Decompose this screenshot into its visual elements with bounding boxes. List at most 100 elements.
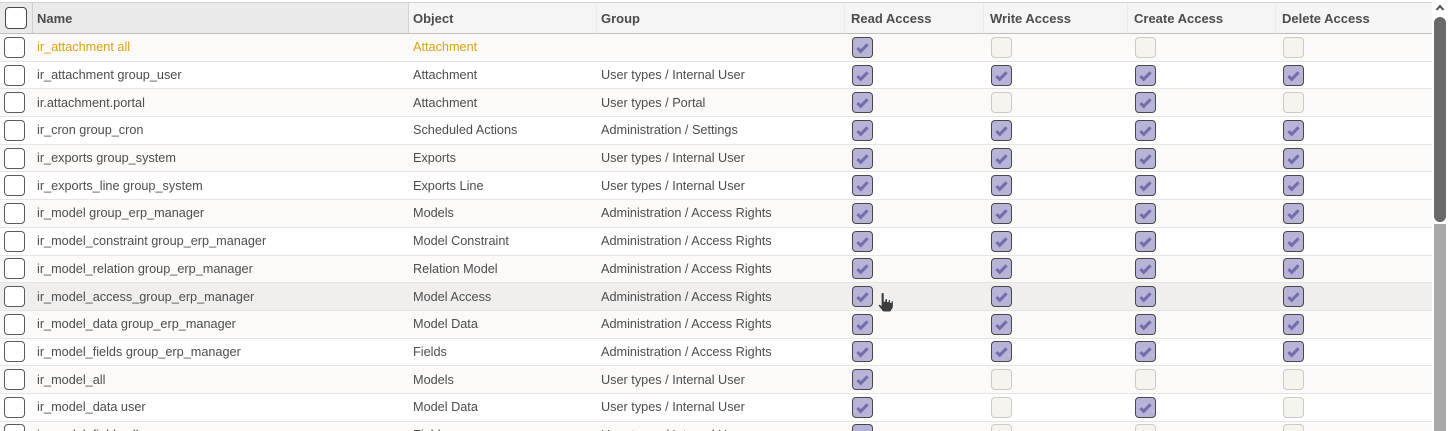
create-access-checkbox[interactable] <box>1135 175 1156 197</box>
delete-access-checkbox[interactable] <box>1283 424 1304 431</box>
read-access-checkbox[interactable] <box>852 369 873 391</box>
create-access-checkbox[interactable] <box>1135 258 1156 280</box>
read-access-checkbox[interactable] <box>852 92 873 114</box>
scroll-up-icon[interactable] <box>1434 2 1446 14</box>
scrollbar-thumb[interactable] <box>1434 17 1446 222</box>
cell-object[interactable]: Attachment <box>413 68 478 83</box>
table-row[interactable]: ir_model_fields group_erp_manager Fields… <box>0 338 1432 367</box>
table-row[interactable]: ir_exports group_system Exports User typ… <box>0 144 1432 173</box>
cell-group[interactable]: User types / Internal User <box>601 372 745 387</box>
read-access-checkbox[interactable] <box>852 313 873 335</box>
table-row[interactable]: ir_exports_line group_system Exports Lin… <box>0 172 1432 201</box>
write-access-checkbox[interactable] <box>991 175 1012 197</box>
write-access-checkbox[interactable] <box>991 258 1012 280</box>
cell-name[interactable]: ir_model_relation group_erp_manager <box>37 261 253 276</box>
cell-object[interactable]: Model Constraint <box>413 234 509 249</box>
cell-name[interactable]: ir_model_constraint group_erp_manager <box>37 234 267 249</box>
cell-name[interactable]: ir_model_all <box>37 372 106 387</box>
cell-object[interactable]: Fields <box>413 344 447 359</box>
cell-group[interactable]: Administration / Access Rights <box>601 261 772 276</box>
row-select-checkbox[interactable] <box>4 36 25 58</box>
cell-name[interactable]: ir.attachment.portal <box>37 95 145 110</box>
delete-access-checkbox[interactable] <box>1283 175 1304 197</box>
delete-access-checkbox[interactable] <box>1283 36 1304 58</box>
delete-access-checkbox[interactable] <box>1283 92 1304 114</box>
table-row[interactable]: ir_model_all Models User types / Interna… <box>0 366 1432 394</box>
row-select-checkbox[interactable] <box>4 286 25 308</box>
write-access-checkbox[interactable] <box>991 64 1012 86</box>
write-access-checkbox[interactable] <box>991 369 1012 391</box>
cell-name[interactable]: ir_cron group_cron <box>37 123 144 138</box>
row-select-checkbox[interactable] <box>4 230 25 252</box>
delete-access-checkbox[interactable] <box>1283 286 1304 308</box>
row-select-checkbox[interactable] <box>4 92 25 114</box>
cell-object[interactable]: Model Data <box>413 317 478 332</box>
read-access-checkbox[interactable] <box>852 341 873 363</box>
cell-object[interactable]: Exports <box>413 151 457 166</box>
select-all-checkbox[interactable] <box>5 7 27 29</box>
create-access-checkbox[interactable] <box>1135 313 1156 335</box>
read-access-checkbox[interactable] <box>852 147 873 169</box>
create-access-checkbox[interactable] <box>1135 369 1156 391</box>
column-header-read-access[interactable]: Read Access <box>845 3 984 33</box>
cell-name[interactable]: ir_model_fields all <box>33 428 409 431</box>
cell-group[interactable]: Administration / Access Rights <box>601 234 772 249</box>
row-select-checkbox[interactable] <box>4 147 25 169</box>
create-access-checkbox[interactable] <box>1135 202 1156 224</box>
table-row[interactable]: ir_cron group_cron Scheduled Actions Adm… <box>0 117 1432 145</box>
cell-object[interactable]: Models <box>413 372 454 387</box>
delete-access-checkbox[interactable] <box>1283 64 1304 86</box>
cell-name[interactable]: ir_attachment all <box>37 40 131 55</box>
create-access-checkbox[interactable] <box>1135 341 1156 363</box>
delete-access-checkbox[interactable] <box>1283 341 1304 363</box>
delete-access-checkbox[interactable] <box>1283 230 1304 252</box>
read-access-checkbox[interactable] <box>852 175 873 197</box>
column-header-delete-access[interactable]: Delete Access <box>1276 3 1432 33</box>
delete-access-checkbox[interactable] <box>1283 147 1304 169</box>
cell-group[interactable]: User types / Internal User <box>601 400 745 415</box>
table-row[interactable]: ir_model_constraint group_erp_manager Mo… <box>0 227 1432 256</box>
row-select-checkbox[interactable] <box>4 341 25 363</box>
row-select-checkbox[interactable] <box>4 396 25 418</box>
cell-group[interactable]: Administration / Settings <box>601 123 738 138</box>
cell-group[interactable]: User types / Internal User <box>601 68 745 83</box>
table-row[interactable]: ir_attachment all Attachment <box>0 34 1432 62</box>
row-select-checkbox[interactable] <box>4 175 25 197</box>
cell-group[interactable]: Administration / Access Rights <box>601 206 772 221</box>
delete-access-checkbox[interactable] <box>1283 202 1304 224</box>
write-access-checkbox[interactable] <box>991 92 1012 114</box>
create-access-checkbox[interactable] <box>1135 147 1156 169</box>
row-select-checkbox[interactable] <box>4 202 25 224</box>
write-access-checkbox[interactable] <box>991 36 1012 58</box>
cell-name[interactable]: ir_model_access_group_erp_manager <box>37 289 255 304</box>
cell-object[interactable]: Relation Model <box>413 261 498 276</box>
cell-group[interactable]: User types / Internal User <box>597 428 845 431</box>
row-select-checkbox[interactable] <box>4 258 25 280</box>
table-row[interactable]: ir_model_data user Model Data User types… <box>0 393 1432 422</box>
column-header-create-access[interactable]: Create Access <box>1128 3 1276 33</box>
cell-object[interactable]: Model Data <box>413 400 478 415</box>
create-access-checkbox[interactable] <box>1135 36 1156 58</box>
write-access-checkbox[interactable] <box>991 119 1012 141</box>
cell-group[interactable]: Administration / Access Rights <box>601 317 772 332</box>
table-row[interactable]: ir_model group_erp_manager Models Admini… <box>0 200 1432 228</box>
cell-object[interactable]: Model Access <box>413 289 492 304</box>
write-access-checkbox[interactable] <box>991 286 1012 308</box>
read-access-checkbox[interactable] <box>852 202 873 224</box>
read-access-checkbox[interactable] <box>852 424 873 431</box>
cell-object[interactable]: Models <box>413 206 454 221</box>
create-access-checkbox[interactable] <box>1135 230 1156 252</box>
create-access-checkbox[interactable] <box>1135 424 1156 431</box>
create-access-checkbox[interactable] <box>1135 286 1156 308</box>
table-row[interactable]: ir_model_data group_erp_manager Model Da… <box>0 310 1432 339</box>
table-row[interactable]: ir.attachment.portal Attachment User typ… <box>0 89 1432 118</box>
create-access-checkbox[interactable] <box>1135 64 1156 86</box>
create-access-checkbox[interactable] <box>1135 119 1156 141</box>
read-access-checkbox[interactable] <box>852 64 873 86</box>
create-access-checkbox[interactable] <box>1135 92 1156 114</box>
table-row[interactable]: ir_model_access_group_erp_manager Model … <box>0 283 1432 311</box>
cell-group[interactable]: Administration / Access Rights <box>601 344 772 359</box>
delete-access-checkbox[interactable] <box>1283 119 1304 141</box>
write-access-checkbox[interactable] <box>991 230 1012 252</box>
cell-object[interactable]: Attachment <box>413 95 478 110</box>
